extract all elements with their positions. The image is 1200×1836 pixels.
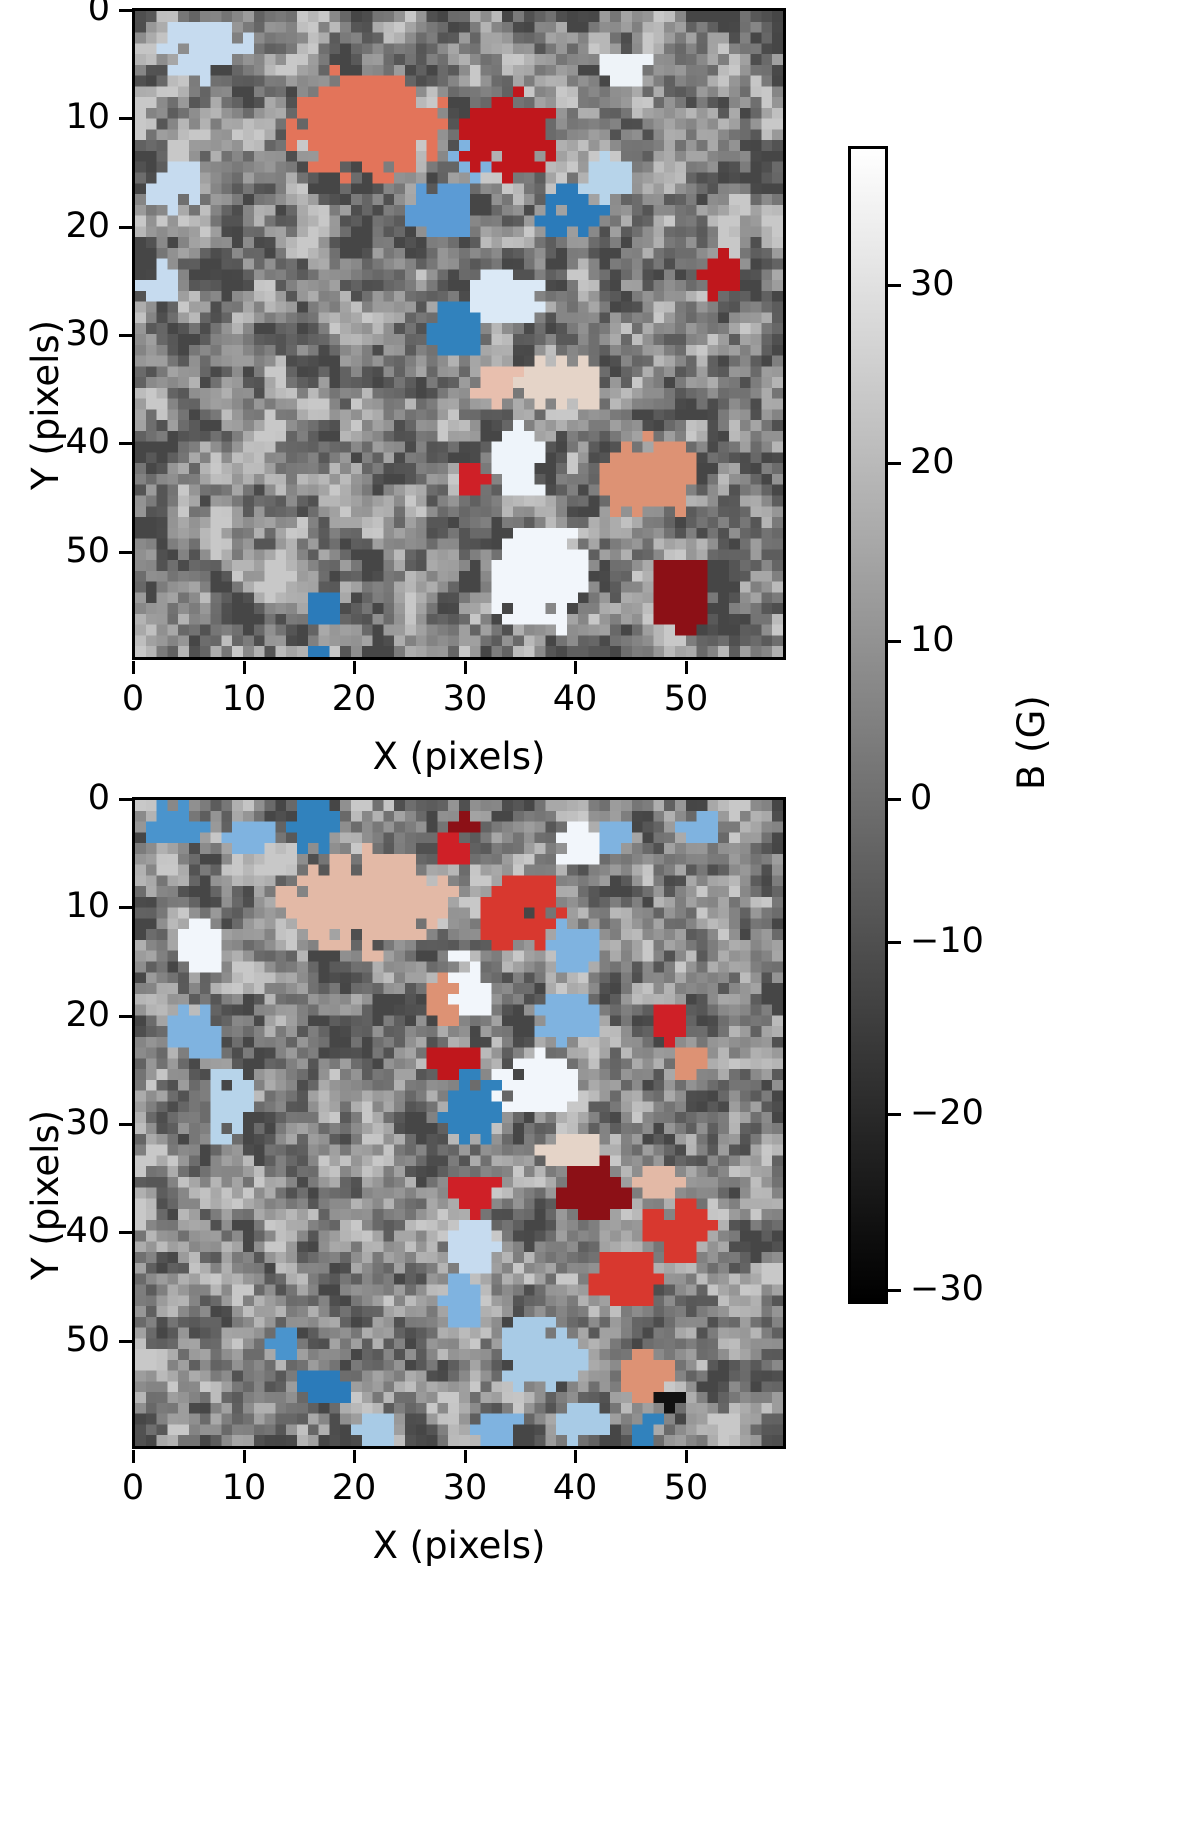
bot-xticklabel-40: 40 xyxy=(552,1468,598,1508)
bot-xtick-50 xyxy=(685,1450,688,1463)
bot-yticklabel-50: 50 xyxy=(65,1320,110,1360)
top-yticklabel-0: 0 xyxy=(87,0,110,29)
top-panel-plot-area[interactable] xyxy=(132,8,786,660)
top-xticklabel-0: 0 xyxy=(121,679,145,719)
cbar-tick--20 xyxy=(888,1113,901,1116)
top-ytick-10 xyxy=(119,117,132,120)
cbar-tick--30 xyxy=(888,1289,901,1292)
bot-xtick-40 xyxy=(574,1450,577,1463)
cbar-tick-20 xyxy=(888,462,901,465)
top-xticklabel-10: 10 xyxy=(221,679,267,719)
cbar-tick--10 xyxy=(888,941,901,944)
bot-xticklabel-10: 10 xyxy=(221,1468,267,1508)
colorbar-gradient[interactable] xyxy=(848,146,888,1304)
cbar-ticklabel-10: 10 xyxy=(910,620,955,660)
top-yticklabel-40: 40 xyxy=(65,422,110,462)
bot-xticklabel-50: 50 xyxy=(663,1468,709,1508)
bottom-panel-plot-area[interactable] xyxy=(132,797,786,1449)
top-yaxis-title: Y (pixels) xyxy=(24,319,67,490)
top-ytick-30 xyxy=(119,334,132,337)
top-xtick-20 xyxy=(353,661,356,674)
top-xtick-10 xyxy=(243,661,246,674)
bot-xticklabel-20: 20 xyxy=(331,1468,377,1508)
bot-xticklabel-0: 0 xyxy=(121,1468,145,1508)
top-ytick-40 xyxy=(119,442,132,445)
bot-ytick-20 xyxy=(119,1015,132,1018)
bot-xtick-30 xyxy=(464,1450,467,1463)
bot-yticklabel-30: 30 xyxy=(65,1103,110,1143)
top-panel-pixel-map xyxy=(135,11,783,657)
top-xtick-30 xyxy=(464,661,467,674)
top-yticklabel-20: 20 xyxy=(65,206,110,246)
bot-ytick-40 xyxy=(119,1231,132,1234)
bot-xticklabel-30: 30 xyxy=(442,1468,488,1508)
cbar-tick-0 xyxy=(888,798,901,801)
bot-yticklabel-0: 0 xyxy=(87,778,110,818)
top-ytick-0 xyxy=(119,9,132,12)
bot-ytick-10 xyxy=(119,906,132,909)
cbar-ticklabel--30: −30 xyxy=(910,1269,984,1309)
top-xticklabel-20: 20 xyxy=(331,679,377,719)
bot-ytick-50 xyxy=(119,1340,132,1343)
top-ytick-20 xyxy=(119,226,132,229)
top-yticklabel-50: 50 xyxy=(65,531,110,571)
bot-yticklabel-40: 40 xyxy=(65,1211,110,1251)
top-xtick-50 xyxy=(685,661,688,674)
bot-xtick-0 xyxy=(132,1450,135,1463)
top-xtick-0 xyxy=(132,661,135,674)
cbar-ticklabel--20: −20 xyxy=(910,1093,984,1133)
bot-xtick-10 xyxy=(243,1450,246,1463)
top-ytick-50 xyxy=(119,551,132,554)
cbar-tick-10 xyxy=(888,640,901,643)
cbar-ticklabel--10: −10 xyxy=(910,921,984,961)
cbar-ticklabel-30: 30 xyxy=(910,264,955,304)
top-xticklabel-30: 30 xyxy=(442,679,488,719)
colorbar-title: B (G) xyxy=(1010,695,1053,790)
cbar-ticklabel-0: 0 xyxy=(910,778,933,818)
bottom-yaxis-title: Y (pixels) xyxy=(24,1109,67,1280)
bottom-panel-pixel-map xyxy=(135,800,783,1446)
bot-ytick-0 xyxy=(119,798,132,801)
top-xticklabel-50: 50 xyxy=(663,679,709,719)
bot-ytick-30 xyxy=(119,1123,132,1126)
bot-yticklabel-20: 20 xyxy=(65,995,110,1035)
bottom-xaxis-title: X (pixels) xyxy=(372,1524,546,1567)
cbar-ticklabel-20: 20 xyxy=(910,442,955,482)
top-yticklabel-30: 30 xyxy=(65,314,110,354)
top-xaxis-title: X (pixels) xyxy=(372,735,546,778)
bot-yticklabel-10: 10 xyxy=(65,886,110,926)
cbar-tick-30 xyxy=(888,284,901,287)
top-xticklabel-40: 40 xyxy=(552,679,598,719)
top-yticklabel-10: 10 xyxy=(65,97,110,137)
bot-xtick-20 xyxy=(353,1450,356,1463)
top-xtick-40 xyxy=(574,661,577,674)
